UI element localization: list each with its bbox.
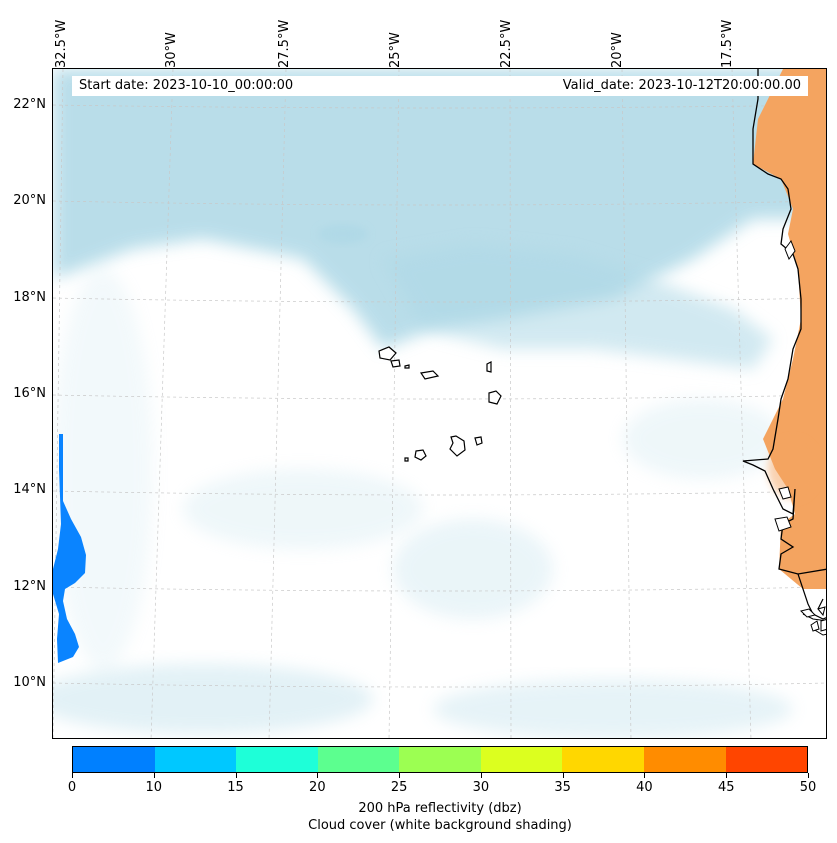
coastline-islands-south [800, 606, 826, 632]
lon-label: 27.5°W [277, 19, 292, 68]
colorbar-tick-label: 30 [472, 780, 490, 795]
colorbar [72, 746, 808, 773]
colorbar-tick-label: 40 [636, 780, 653, 795]
colorbar-segment [236, 747, 318, 772]
colorbar-tick-mark [644, 773, 646, 778]
lat-label: 12°N [13, 579, 46, 594]
colorbar-label: 200 hPa reflectivity (dbz) [358, 801, 522, 816]
date-annotation-box [72, 76, 808, 96]
colorbar-tick-label: 15 [227, 780, 244, 795]
colorbar-segment [399, 747, 481, 772]
colorbar-segment [562, 747, 644, 772]
colorbar-tick-label: 10 [145, 780, 163, 795]
start-date-text: Start date: 2023-10-10_00:00:00 [79, 78, 294, 93]
lon-label: 20°W [610, 32, 625, 68]
lon-label: 32.5°W [54, 19, 69, 68]
lon-label: 30°W [164, 32, 179, 68]
colorbar-tick-mark [562, 773, 564, 778]
lat-label: 20°N [13, 193, 46, 208]
land-shading [753, 69, 826, 589]
lon-label: 25°W [388, 32, 403, 68]
colorbar-segment [725, 747, 808, 772]
colorbar-tick-mark [153, 773, 155, 778]
colorbar-tick-label: 0 [67, 780, 77, 795]
cape-verde-islands [378, 346, 502, 462]
colorbar-tick-label: 50 [799, 780, 817, 795]
colorbar-segment [317, 747, 400, 772]
colorbar-segment [73, 747, 155, 772]
lat-label: 22°N [13, 97, 46, 112]
lat-label: 18°N [13, 290, 46, 305]
colorbar-segment [154, 747, 237, 772]
valid-date-text: Valid_date: 2023-10-12T20:00:00.00 [562, 78, 801, 93]
colorbar-segment [480, 747, 563, 772]
lon-label: 22.5°W [499, 19, 514, 68]
colorbar-tick-mark [72, 773, 73, 778]
lat-label: 10°N [13, 675, 46, 690]
lon-label: 17.5°W [720, 19, 735, 68]
colorbar-tick-label: 20 [309, 780, 326, 795]
coastline-south [797, 573, 826, 620]
lat-label: 14°N [13, 482, 46, 497]
map-panel [52, 68, 827, 739]
colorbar-tick-label: 35 [554, 780, 571, 795]
colorbar-tick-label: 25 [390, 780, 408, 795]
lat-label: 16°N [13, 386, 46, 401]
colorbar-tick-mark [399, 773, 401, 778]
colorbar-tick-mark [726, 773, 728, 778]
colorbar-sublabel: Cloud cover (white background shading) [308, 818, 572, 833]
colorbar-tick-mark [317, 773, 319, 778]
cloud-cover-shading [53, 69, 826, 738]
colorbar-tick-mark [808, 773, 809, 778]
map-canvas [53, 69, 826, 738]
colorbar-tick-label: 45 [717, 780, 735, 795]
colorbar-tick-mark [235, 773, 237, 778]
reflectivity-patch [53, 434, 86, 663]
colorbar-tick-mark [480, 773, 482, 778]
colorbar-segment [643, 747, 726, 772]
graticule [53, 69, 826, 738]
